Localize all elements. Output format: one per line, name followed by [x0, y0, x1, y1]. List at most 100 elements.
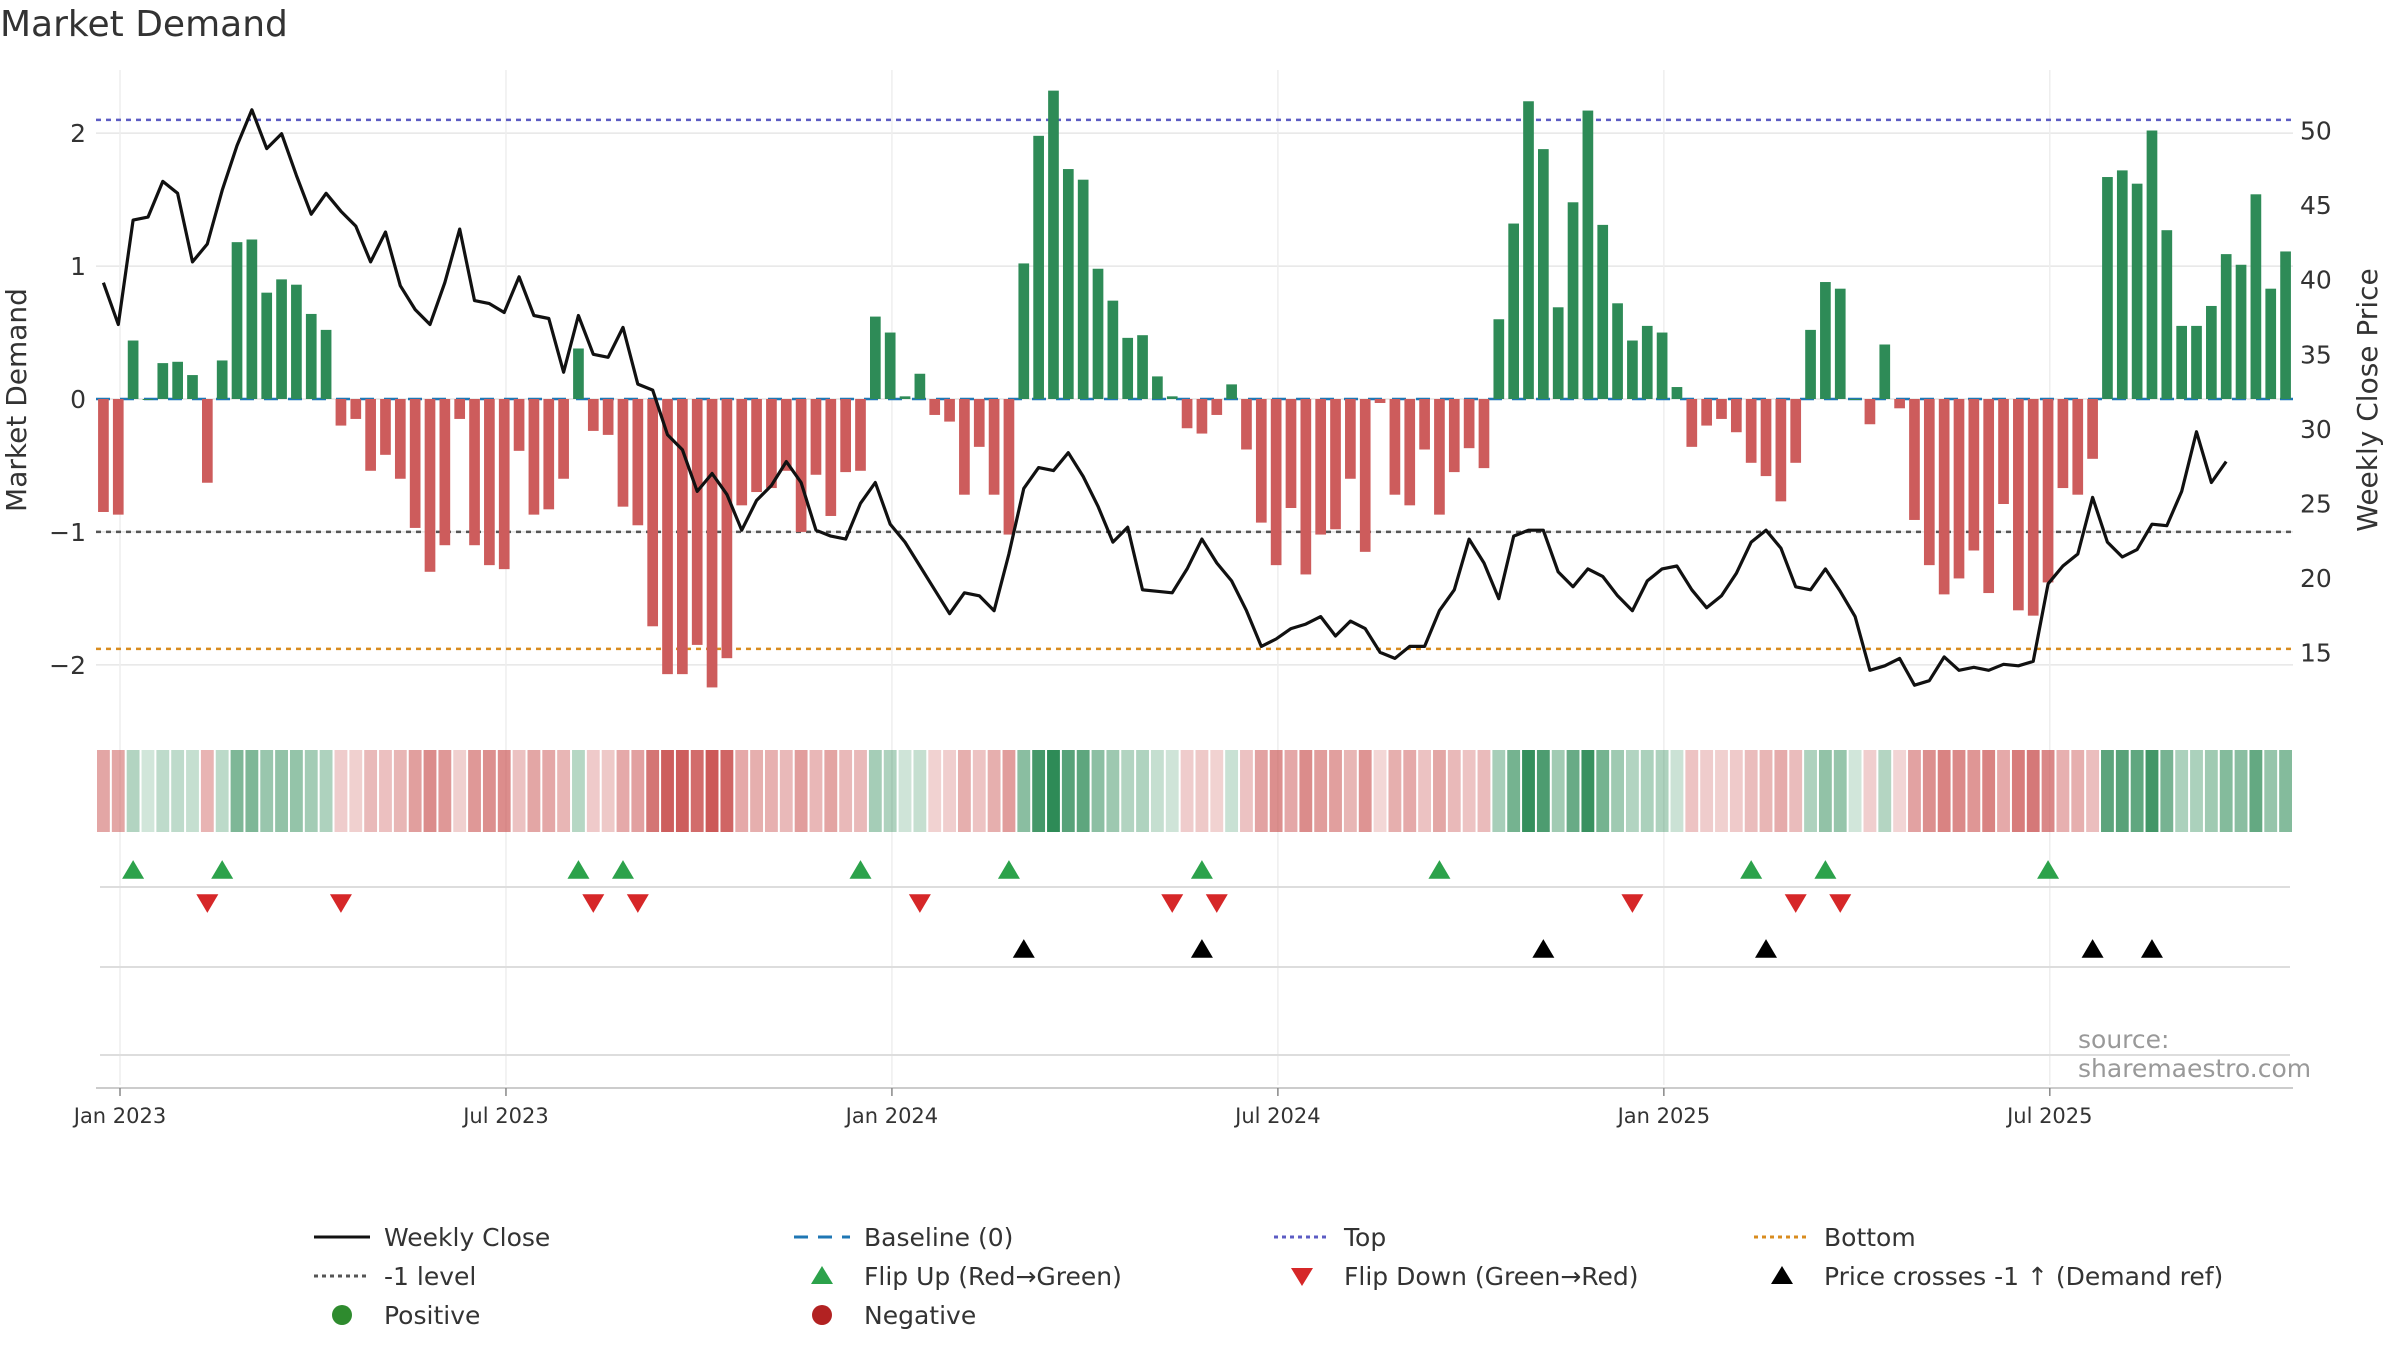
demand-bar-147: [2280, 251, 2291, 399]
y2-tick-label-1: 45: [2300, 191, 2332, 220]
demand-bar-130: [2027, 399, 2039, 616]
demand-bar-69: [1122, 337, 1134, 399]
flip-up-marker-7: [1428, 860, 1451, 879]
strip-cell-128: [1997, 750, 2010, 832]
demand-bar-115: [1805, 329, 1816, 399]
demand-bar-50: [840, 399, 851, 473]
demand-bar-74: [1196, 399, 1208, 434]
strip-cell-125: [1952, 750, 1966, 832]
demand-bar-60: [988, 399, 1000, 495]
demand-bar-143: [2220, 254, 2232, 399]
strip-cell-63: [1032, 750, 1046, 832]
strip-cell-95: [1507, 750, 1521, 832]
demand-bar-120: [1879, 344, 1891, 399]
demand-bar-80: [1285, 399, 1297, 508]
strip-cell-115: [1804, 750, 1817, 832]
demand-bar-140: [2176, 325, 2188, 399]
demand-bar-38: [662, 399, 673, 675]
strip-cell-0: [97, 750, 110, 832]
demand-bar-14: [305, 313, 317, 399]
demand-bar-131: [2042, 399, 2054, 583]
demand-bar-124: [1938, 399, 1950, 595]
y2-tick-label-2: 40: [2300, 266, 2332, 295]
strip-cell-87: [1388, 750, 1402, 832]
strip-cell-91: [1447, 750, 1461, 832]
strip-cell-140: [2175, 750, 2189, 832]
strip-cell-135: [2101, 750, 2114, 832]
strip-cell-89: [1418, 750, 1432, 832]
flip-down-marker-5: [1161, 894, 1184, 913]
strip-cell-1: [111, 750, 125, 832]
y2-tick-label-7: 15: [2300, 638, 2332, 667]
demand-bar-116: [1820, 282, 1831, 399]
demand-bar-95: [1508, 223, 1520, 399]
demand-bar-29: [528, 399, 540, 515]
demand-bar-46: [780, 399, 792, 471]
strip-cell-107: [1685, 750, 1699, 832]
demand-bar-49: [825, 399, 837, 516]
strip-cell-62: [1017, 750, 1031, 832]
demand-bar-133: [2072, 399, 2084, 495]
demand-bar-8: [216, 360, 228, 399]
demand-bar-5: [172, 361, 183, 399]
strip-cell-13: [289, 750, 303, 832]
price-cross-marker-5: [2140, 939, 2163, 958]
strip-cell-90: [1433, 750, 1446, 832]
demand-bar-128: [1998, 399, 2009, 505]
demand-bar-45: [766, 399, 777, 489]
demand-bar-82: [1315, 399, 1327, 535]
demand-bar-112: [1760, 399, 1772, 477]
strip-cell-139: [2160, 750, 2174, 832]
y-tick-label-4: −2: [49, 651, 86, 680]
demand-bar-102: [1612, 303, 1623, 399]
strip-cell-75: [1210, 750, 1224, 832]
strip-cell-85: [1358, 750, 1372, 832]
strip-cell-29: [527, 750, 541, 832]
strip-cell-110: [1729, 750, 1743, 832]
strip-cell-130: [2026, 750, 2040, 832]
strip-cell-16: [334, 750, 348, 832]
demand-bar-113: [1775, 399, 1787, 502]
axes: [96, 886, 2293, 1089]
event-markers: [122, 860, 2163, 958]
strip-cell-3: [141, 750, 155, 832]
strip-cell-67: [1091, 750, 1105, 832]
demand-bar-54: [899, 396, 911, 399]
strip-cell-127: [1982, 750, 1996, 832]
strip-cell-12: [275, 750, 288, 832]
demand-bar-42: [721, 399, 733, 659]
strip-cell-5: [171, 750, 185, 832]
y-tick-label-2: 0: [70, 385, 86, 414]
strip-cell-56: [928, 750, 942, 832]
demand-bar-55: [914, 373, 926, 399]
strip-cell-46: [779, 750, 793, 832]
demand-bar-84: [1345, 399, 1356, 479]
flip-up-marker-5: [997, 860, 1020, 879]
demand-bar-111: [1745, 399, 1757, 463]
strip-cell-143: [2219, 750, 2233, 832]
strip-cell-23: [438, 750, 452, 832]
strip-cell-57: [943, 750, 956, 832]
demand-bar-53: [884, 332, 896, 399]
strip-cell-40: [690, 750, 704, 832]
demand-bar-67: [1092, 268, 1104, 399]
strip-cell-105: [1655, 750, 1669, 832]
demand-bar-28: [513, 399, 525, 451]
strip-cell-98: [1551, 750, 1565, 832]
strip-cell-43: [735, 750, 749, 832]
demand-bar-35: [617, 399, 629, 507]
flip-up-marker-0: [122, 860, 145, 879]
strip-cell-126: [1967, 750, 1981, 832]
strip-cell-146: [2264, 750, 2278, 832]
demand-bar-65: [1062, 169, 1074, 399]
demand-bar-108: [1701, 399, 1712, 426]
demand-bar-107: [1686, 399, 1698, 447]
strip-cell-112: [1759, 750, 1773, 832]
demand-bar-81: [1300, 399, 1312, 575]
demand-bar-34: [602, 399, 614, 435]
demand-bar-23: [439, 399, 451, 546]
strip-cell-82: [1314, 750, 1328, 832]
strip-cell-65: [1061, 750, 1075, 832]
strip-cell-54: [898, 750, 912, 832]
